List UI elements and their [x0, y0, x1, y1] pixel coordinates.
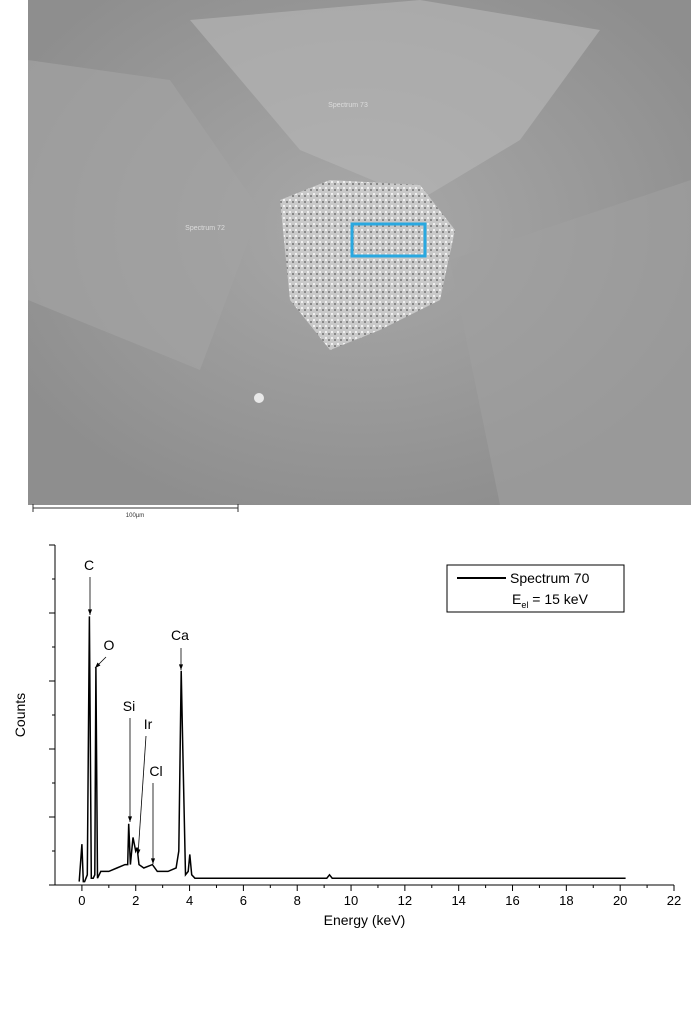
legend-label: Spectrum 70	[510, 570, 590, 586]
legend-box	[446, 564, 625, 613]
sem-particle	[254, 393, 264, 403]
arrow-head	[136, 849, 141, 855]
arrow-head	[178, 664, 184, 670]
y-axis-title: Counts	[12, 693, 28, 737]
x-tick-label: 20	[613, 893, 627, 908]
x-tick-label: 0	[78, 893, 85, 908]
sem-image: Spectrum 73 Spectrum 72 100µm	[28, 0, 691, 519]
spectrum-label: Spectrum 72	[185, 225, 225, 232]
x-tick-label: 10	[344, 893, 358, 908]
x-tick-label: 2	[132, 893, 139, 908]
x-tick-label: 22	[667, 893, 681, 908]
spectrum-label: Spectrum 73	[328, 102, 368, 109]
arrow-head	[87, 609, 93, 615]
arrow-head	[95, 662, 101, 668]
scale-label: 100µm	[126, 513, 144, 519]
peak-label: C	[84, 557, 94, 573]
x-tick-label: 8	[294, 893, 301, 908]
chart: 0 2 4 6 8 10 12 14 16 18 20 22 Energy (keV) Counts C O C…	[12, 544, 681, 928]
peak-arrow	[137, 735, 147, 856]
note-value: = 15 keV	[528, 591, 588, 607]
x-tick-label: 18	[559, 893, 573, 908]
note-symbol: E	[512, 591, 521, 607]
note-subscript: el	[521, 600, 528, 610]
sem-region	[190, 0, 600, 200]
peak-label: Ca	[171, 627, 189, 643]
x-tick-label: 4	[186, 893, 193, 908]
spectrum-line	[78, 616, 626, 883]
arrow-head	[150, 858, 156, 864]
x-tick-label: 6	[240, 893, 247, 908]
x-axis-title: Energy (keV)	[324, 912, 406, 928]
sem-region	[450, 180, 691, 505]
sem-region	[28, 60, 260, 370]
peak-label: Si	[123, 698, 135, 714]
selection-box	[350, 222, 427, 258]
legend-note: Eel = 15 keV	[512, 591, 589, 610]
x-tick-label: 14	[451, 893, 465, 908]
arrow-head	[127, 816, 133, 822]
peak-label: Ir	[144, 716, 153, 732]
x-tick-label: 16	[505, 893, 519, 908]
x-tick-label: 12	[398, 893, 412, 908]
peak-label: O	[104, 637, 115, 653]
peak-label: Cl	[149, 763, 162, 779]
